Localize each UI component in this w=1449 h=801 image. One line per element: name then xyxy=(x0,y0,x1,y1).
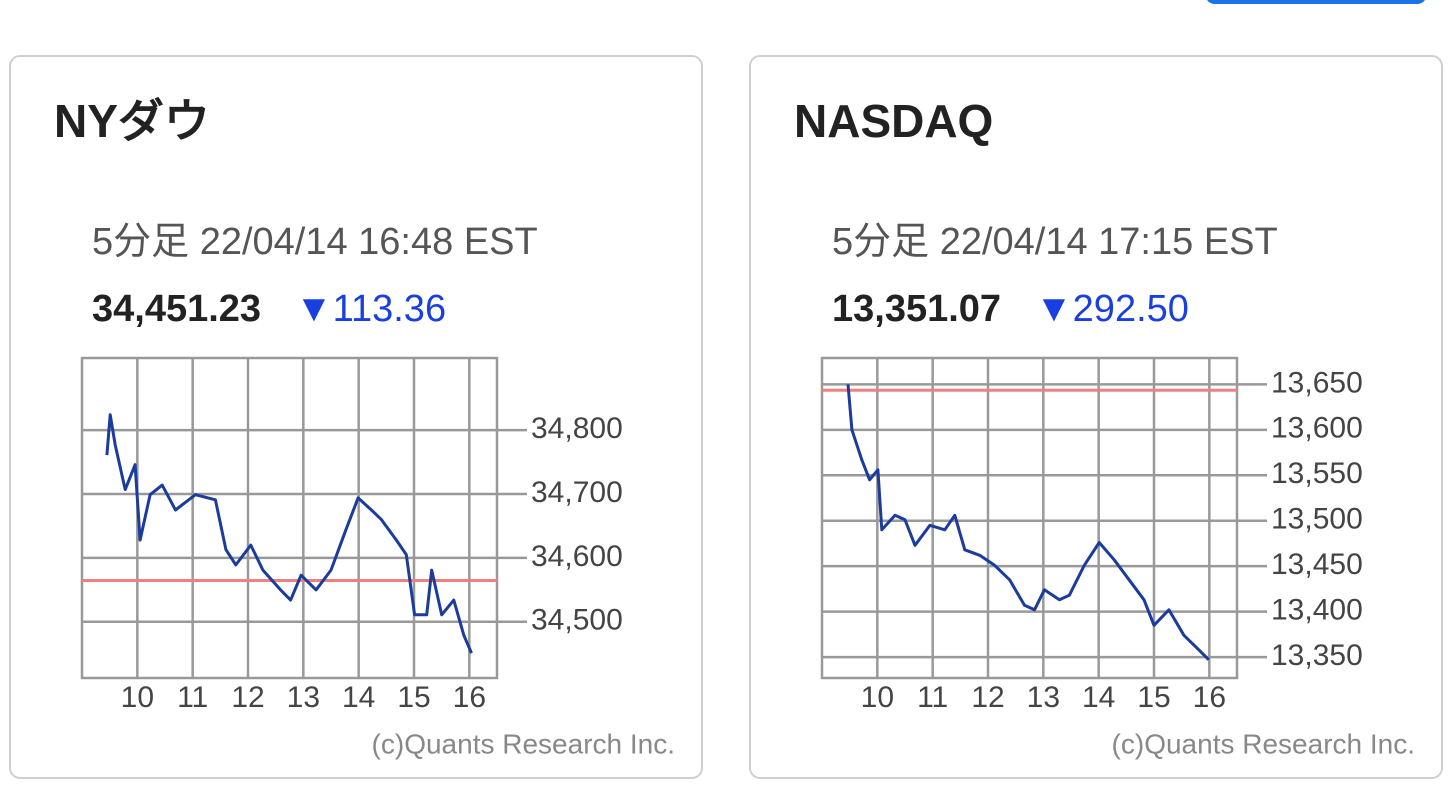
y-tick-label: 34,500 xyxy=(531,604,623,637)
price-line xyxy=(846,384,1210,661)
plot-area xyxy=(80,356,499,680)
x-tick-label: 14 xyxy=(1082,681,1115,714)
x-tick-label: 10 xyxy=(121,681,154,714)
change: ▼292.50 xyxy=(1035,288,1189,330)
price: 34,451.23 xyxy=(92,288,261,330)
x-tick-label: 12 xyxy=(971,681,1004,714)
card-title: NASDAQ xyxy=(794,95,993,147)
y-tick-label: 34,700 xyxy=(531,476,623,509)
x-tick-label: 15 xyxy=(397,681,430,714)
y-tick-label: 13,450 xyxy=(1271,548,1363,581)
x-tick-label: 12 xyxy=(231,681,264,714)
x-tick-label: 10 xyxy=(861,681,894,714)
button-edge[interactable] xyxy=(1205,0,1427,4)
timestamp: 5分足 22/04/14 16:48 EST xyxy=(92,221,538,263)
y-tick-label: 13,500 xyxy=(1271,503,1363,536)
price: 13,351.07 xyxy=(832,288,1001,330)
x-tick-label: 13 xyxy=(1027,681,1060,714)
card-title: NYダウ xyxy=(54,95,210,147)
x-tick-label: 16 xyxy=(453,681,486,714)
timestamp: 5分足 22/04/14 17:15 EST xyxy=(832,221,1278,263)
y-tick-label: 34,800 xyxy=(531,412,623,445)
y-tick-label: 13,350 xyxy=(1271,639,1363,672)
credit: (c)Quants Research Inc. xyxy=(1112,728,1415,759)
change: ▼113.36 xyxy=(295,288,446,330)
y-tick-label: 34,600 xyxy=(531,540,623,573)
y-tick-label: 13,600 xyxy=(1271,412,1363,445)
x-tick-label: 15 xyxy=(1137,681,1170,714)
x-tick-label: 11 xyxy=(917,681,948,714)
x-tick-label: 14 xyxy=(342,681,375,714)
y-tick-label: 13,550 xyxy=(1271,457,1363,490)
y-tick-label: 13,400 xyxy=(1271,594,1363,627)
price-line xyxy=(105,413,473,654)
x-tick-label: 13 xyxy=(287,681,320,714)
x-tick-label: 11 xyxy=(177,681,208,714)
credit: (c)Quants Research Inc. xyxy=(372,728,675,759)
plot-area xyxy=(820,356,1239,680)
x-tick-label: 16 xyxy=(1193,681,1226,714)
y-tick-label: 13,650 xyxy=(1271,366,1363,399)
